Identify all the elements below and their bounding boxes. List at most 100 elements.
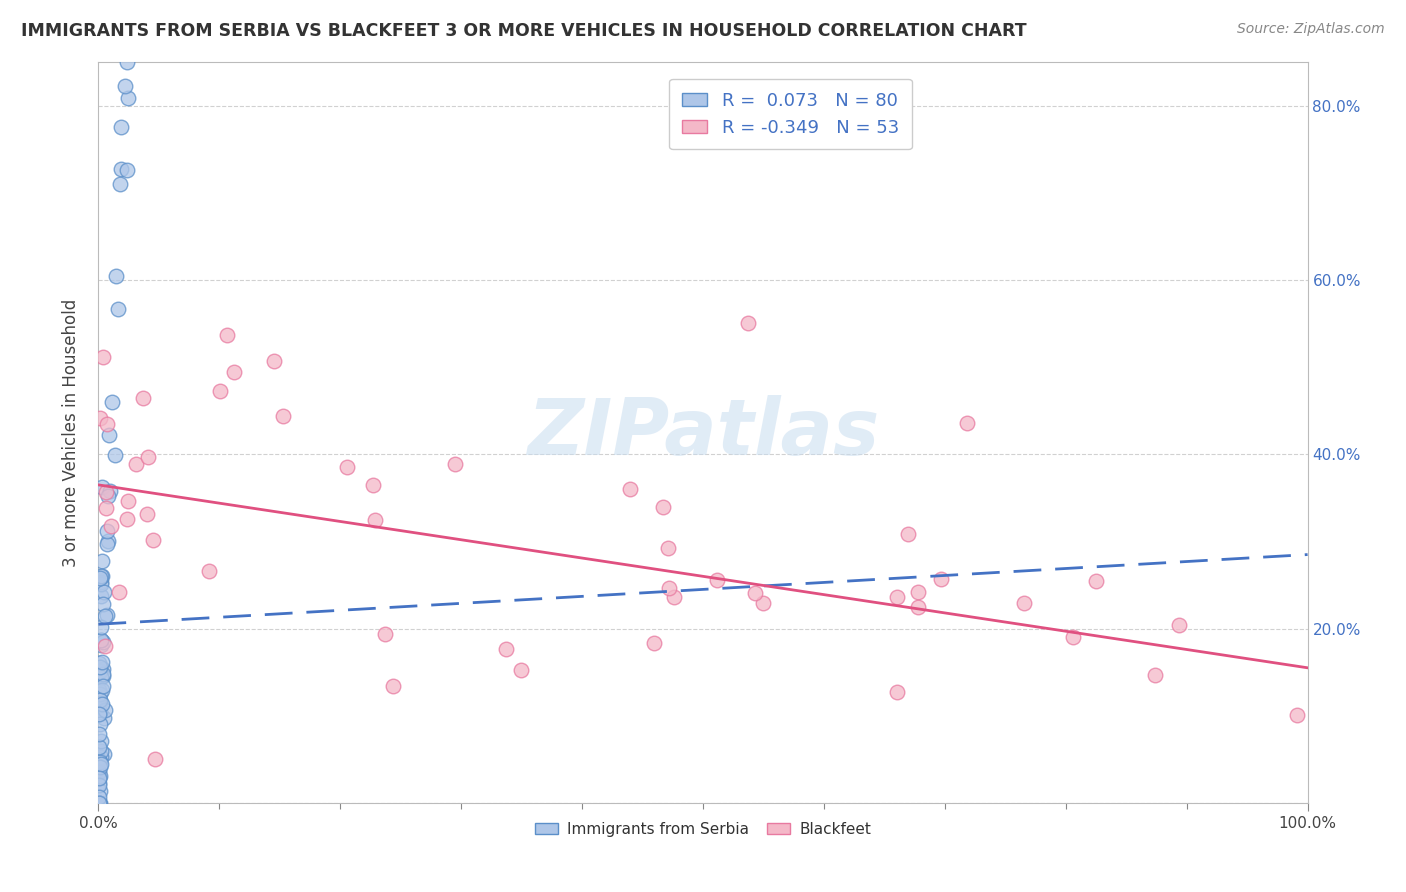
Point xyxy=(108,585,131,599)
Point xyxy=(94,703,117,717)
Point xyxy=(110,161,132,176)
Point xyxy=(90,743,112,757)
Point xyxy=(886,684,908,698)
Point xyxy=(117,512,139,526)
Point xyxy=(117,90,139,104)
Point xyxy=(89,696,111,710)
Point xyxy=(93,585,115,599)
Point xyxy=(117,55,139,70)
Point xyxy=(90,632,112,647)
Point xyxy=(90,638,112,652)
Point xyxy=(495,642,517,657)
Point xyxy=(107,301,129,316)
Point xyxy=(100,519,122,533)
Point xyxy=(87,726,110,740)
Point xyxy=(132,391,155,405)
Point xyxy=(97,489,120,503)
Point xyxy=(271,409,294,424)
Point xyxy=(744,586,766,600)
Point xyxy=(94,640,117,654)
Point xyxy=(89,779,111,793)
Point xyxy=(87,752,110,766)
Point xyxy=(89,753,111,767)
Point xyxy=(89,589,111,603)
Point xyxy=(136,450,159,464)
Point xyxy=(752,596,775,610)
Point xyxy=(1062,630,1084,644)
Point xyxy=(87,796,110,810)
Point xyxy=(87,770,110,784)
Point xyxy=(125,458,148,472)
Point xyxy=(657,541,679,555)
Point xyxy=(91,669,114,683)
Point xyxy=(87,796,110,810)
Point xyxy=(89,693,111,707)
Point xyxy=(87,771,110,785)
Legend: Immigrants from Serbia, Blackfeet: Immigrants from Serbia, Blackfeet xyxy=(529,816,877,843)
Point xyxy=(89,687,111,701)
Point xyxy=(89,717,111,731)
Point xyxy=(93,634,115,648)
Point xyxy=(87,776,110,790)
Point xyxy=(93,747,115,762)
Point xyxy=(91,656,114,670)
Point xyxy=(619,482,641,496)
Point xyxy=(87,796,110,810)
Point xyxy=(658,581,681,595)
Point xyxy=(956,416,979,430)
Point xyxy=(90,632,112,647)
Point xyxy=(117,494,139,508)
Point xyxy=(94,500,117,515)
Point xyxy=(217,327,239,342)
Point xyxy=(1012,595,1035,609)
Point xyxy=(96,607,118,622)
Point xyxy=(90,734,112,748)
Point xyxy=(96,537,118,551)
Point xyxy=(89,664,111,678)
Point xyxy=(361,478,384,492)
Point xyxy=(87,683,110,698)
Point xyxy=(222,366,245,380)
Point xyxy=(89,759,111,773)
Point xyxy=(1084,574,1107,588)
Point xyxy=(737,316,759,330)
Point xyxy=(96,417,118,431)
Point xyxy=(90,620,112,634)
Point xyxy=(89,411,111,425)
Point xyxy=(90,554,112,568)
Point xyxy=(90,574,112,589)
Point xyxy=(91,667,114,681)
Point xyxy=(110,120,132,134)
Point xyxy=(510,663,533,677)
Point xyxy=(929,572,952,586)
Point xyxy=(98,427,121,442)
Point xyxy=(87,796,110,810)
Y-axis label: 3 or more Vehicles in Household: 3 or more Vehicles in Household xyxy=(62,299,80,566)
Point xyxy=(374,627,396,641)
Point xyxy=(263,353,285,368)
Point xyxy=(135,507,157,521)
Point xyxy=(91,350,114,364)
Point xyxy=(907,599,929,614)
Point xyxy=(114,78,136,93)
Point xyxy=(93,609,115,624)
Point xyxy=(89,571,111,585)
Point xyxy=(886,591,908,605)
Point xyxy=(94,484,117,499)
Point xyxy=(98,483,121,498)
Point xyxy=(93,711,115,725)
Point xyxy=(143,751,166,765)
Point xyxy=(87,656,110,670)
Point xyxy=(907,585,929,599)
Point xyxy=(101,395,124,409)
Point xyxy=(364,513,387,527)
Point xyxy=(652,500,675,514)
Point xyxy=(89,796,111,810)
Point xyxy=(90,569,112,583)
Point xyxy=(87,706,110,721)
Text: Source: ZipAtlas.com: Source: ZipAtlas.com xyxy=(1237,22,1385,37)
Point xyxy=(643,636,665,650)
Point xyxy=(91,662,114,676)
Point xyxy=(1285,707,1308,722)
Point xyxy=(91,597,114,611)
